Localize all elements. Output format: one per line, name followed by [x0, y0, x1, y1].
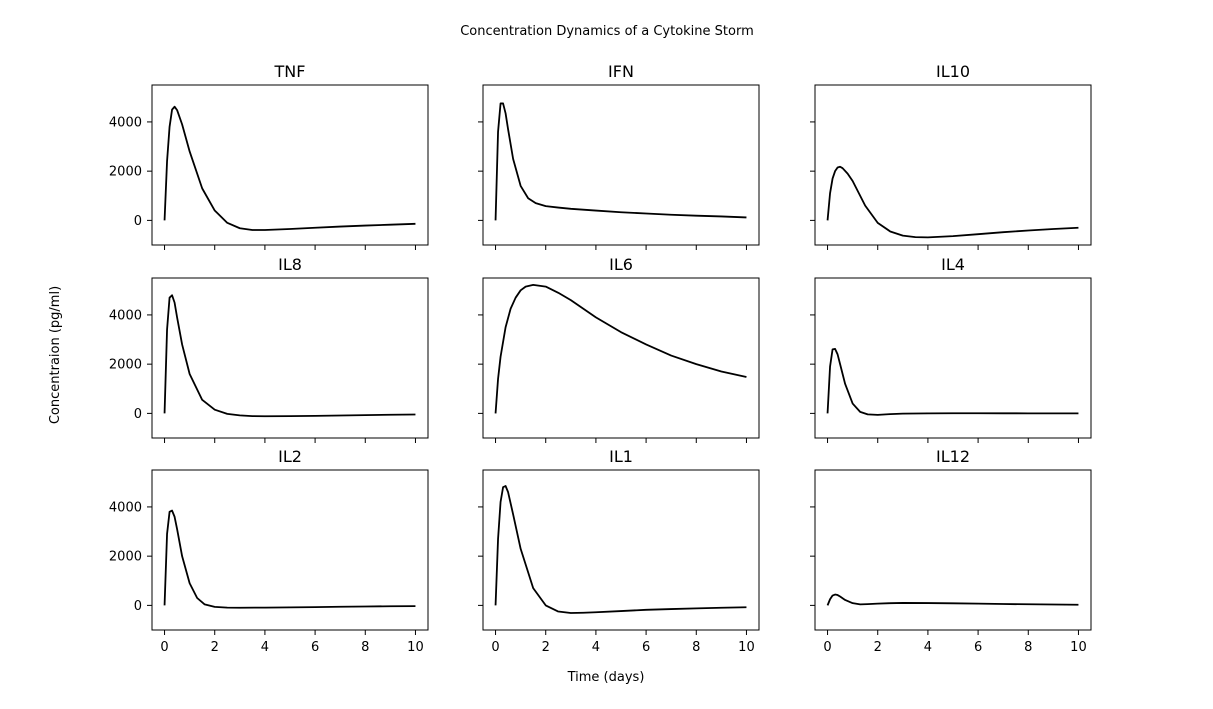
- x-tick-label: 6: [974, 640, 982, 655]
- series-line-ifn: [494, 102, 747, 221]
- x-tick-label: 4: [592, 640, 600, 655]
- series-line-il1: [494, 485, 747, 614]
- panel-title-tnf: TNF: [274, 62, 306, 81]
- panel-il12: IL12 0 2 4 6 8 10: [810, 447, 1092, 655]
- panel-ifn: IFN: [478, 62, 760, 250]
- panel-il4: IL4: [810, 255, 1092, 443]
- panel-title-il1: IL1: [609, 447, 633, 466]
- axes-frame-il8: [151, 277, 429, 439]
- series-line-il4: [826, 347, 1079, 416]
- x-tick-label: 6: [311, 640, 319, 655]
- axes-frame-il12: [814, 469, 1092, 631]
- x-tick-label: 2: [542, 640, 550, 655]
- axes-frame-ifn: [482, 84, 760, 246]
- x-tick-label: 10: [1070, 640, 1087, 655]
- y-tick-label: 0: [134, 599, 142, 614]
- panel-title-il4: IL4: [941, 255, 965, 274]
- figure-title: Concentration Dynamics of a Cytokine Sto…: [460, 24, 754, 39]
- axes-frame-il1: [482, 469, 760, 631]
- panel-il8: IL8 0 2000 4000: [109, 255, 429, 443]
- y-tick-label: 2000: [109, 358, 142, 373]
- series-line-il2: [163, 509, 416, 609]
- panel-title-il12: IL12: [936, 447, 970, 466]
- panel-title-il10: IL10: [936, 62, 970, 81]
- x-tick-label: 8: [692, 640, 700, 655]
- series-line-il12: [826, 593, 1079, 606]
- panel-title-il6: IL6: [609, 255, 633, 274]
- x-tick-label: 2: [211, 640, 219, 655]
- x-tick-label: 6: [642, 640, 650, 655]
- x-tick-label: 4: [924, 640, 932, 655]
- x-tick-label: 10: [407, 640, 424, 655]
- axes-frame-il2: [151, 469, 429, 631]
- y-tick-label: 4000: [109, 308, 142, 323]
- panel-title-il8: IL8: [278, 255, 302, 274]
- y-tick-label: 2000: [109, 550, 142, 565]
- y-tick-label: 2000: [109, 165, 142, 180]
- panel-il1: IL1 0 2 4 6 8 10: [478, 447, 760, 655]
- x-tick-label: 0: [491, 640, 499, 655]
- x-tick-label: 0: [160, 640, 168, 655]
- x-tick-label: 10: [738, 640, 755, 655]
- x-tick-label: 2: [874, 640, 882, 655]
- panel-il2: IL2 0 2 4 6 8 10 0 2000 4000: [109, 447, 429, 655]
- y-tick-label: 0: [134, 214, 142, 229]
- axes-frame-il4: [814, 277, 1092, 439]
- panel-il10: IL10: [810, 62, 1092, 250]
- series-line-il6: [494, 283, 747, 414]
- axes-frame-il6: [482, 277, 760, 439]
- panel-title-ifn: IFN: [608, 62, 634, 81]
- y-tick-label: 4000: [109, 115, 142, 130]
- panel-tnf: TNF 0 2000 4000: [109, 62, 429, 250]
- x-tick-label: 8: [1024, 640, 1032, 655]
- axes-frame-il10: [814, 84, 1092, 246]
- x-tick-label: 0: [823, 640, 831, 655]
- series-line-il10: [826, 165, 1079, 239]
- axes-frame-tnf: [151, 84, 429, 246]
- x-axis-label: Time (days): [567, 670, 645, 685]
- y-tick-label: 4000: [109, 500, 142, 515]
- y-tick-label: 0: [134, 407, 142, 422]
- panel-title-il2: IL2: [278, 447, 302, 466]
- panel-il6: IL6: [478, 255, 760, 443]
- series-line-il8: [163, 294, 416, 418]
- y-axis-label: Concentraion (pg/ml): [48, 286, 63, 424]
- x-tick-label: 4: [261, 640, 269, 655]
- series-line-tnf: [163, 105, 416, 231]
- x-tick-label: 8: [361, 640, 369, 655]
